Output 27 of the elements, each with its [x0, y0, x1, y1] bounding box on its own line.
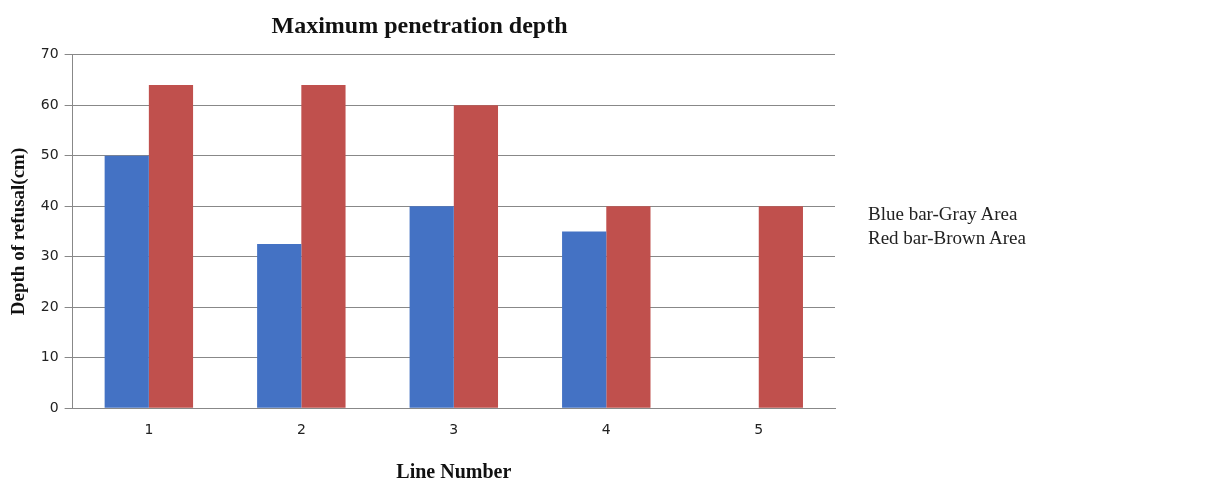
y-tick-label: 30 [40, 247, 59, 264]
bar [257, 244, 302, 408]
bar [606, 206, 651, 408]
x-axis-title: Line Number [396, 460, 512, 483]
text: Red bar-Brown Area [868, 226, 1026, 250]
bar [301, 85, 346, 408]
y-tick-label: 10 [40, 348, 59, 365]
y-tick-label: 0 [49, 398, 59, 415]
bar [453, 105, 499, 408]
x-tick-label: 3 [449, 421, 459, 438]
y-tick-label: 50 [40, 146, 59, 163]
bar [104, 155, 149, 408]
bar [758, 206, 803, 408]
y-tick-label: 20 [40, 297, 59, 314]
y-tick-label: 70 [40, 45, 59, 62]
x-tick-label: 2 [296, 421, 306, 438]
y-tick-label: 60 [40, 95, 59, 112]
x-tick-label: 5 [754, 421, 764, 438]
x-tick-label: 1 [144, 421, 154, 438]
bar [562, 231, 607, 408]
chart-title: Maximum penetration depth [271, 11, 568, 38]
y-axis-title: Depth of refusal(cm) [7, 147, 30, 316]
bar [409, 206, 454, 408]
bar [148, 85, 194, 408]
text: Blue bar-Gray Area [868, 202, 1019, 226]
x-tick-label: 4 [601, 421, 611, 438]
y-tick-label: 40 [40, 196, 59, 213]
